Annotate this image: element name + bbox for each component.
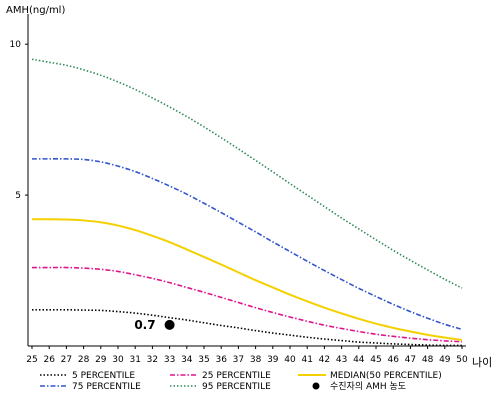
x-tick-label: 30 xyxy=(112,355,124,365)
x-tick-label: 50 xyxy=(456,355,468,365)
legend: 5 PERCENTILE 25 PERCENTILE MEDIAN(50 PERCE… xyxy=(40,371,442,392)
x-tick-label: 43 xyxy=(336,355,347,365)
x-tick-label: 37 xyxy=(233,355,244,365)
x-tick-label: 26 xyxy=(43,355,55,365)
series-line-75-percentile xyxy=(32,158,463,331)
x-tick-label: 36 xyxy=(215,355,227,365)
legend-label: 25 PERCENTILE xyxy=(202,371,271,381)
x-tick-label: 48 xyxy=(422,355,434,365)
x-tick-label: 46 xyxy=(387,355,399,365)
x-tick-label: 39 xyxy=(267,355,279,365)
data-points: 0.7 xyxy=(134,318,175,332)
legend-label: MEDIAN(50 PERCENTILE) xyxy=(330,371,442,381)
y-tick-label: 10 xyxy=(10,40,22,50)
x-tick-label: 34 xyxy=(181,355,193,365)
y-ticks: 5 10 xyxy=(10,40,28,201)
x-tick-label: 44 xyxy=(353,355,365,365)
x-tick-label: 28 xyxy=(78,355,90,365)
x-tick-label: 40 xyxy=(284,355,296,365)
x-tick-label: 29 xyxy=(95,355,107,365)
series-line-25-percentile xyxy=(31,266,463,343)
x-tick-label: 32 xyxy=(147,355,158,365)
legend-label: 5 PERCENTILE xyxy=(72,371,135,381)
x-ticks: 25 26 27 28 29 30 31 32 33 34 35 36 37 38 39 40 41 42 43 44… xyxy=(26,346,468,365)
x-tick-label: 33 xyxy=(164,355,175,365)
series-lines xyxy=(31,58,463,347)
legend-marker xyxy=(312,382,320,390)
legend-label: 95 PERCENTILE xyxy=(202,382,271,392)
x-tick-label: 25 xyxy=(26,355,37,365)
legend-label: 수진자의 AMH 농도 xyxy=(330,381,406,392)
x-tick-label: 35 xyxy=(198,355,209,365)
x-tick-label: 27 xyxy=(61,355,72,365)
x-tick-label: 42 xyxy=(319,355,330,365)
patient-amh-point xyxy=(164,319,175,330)
x-axis-label: 나이 xyxy=(472,356,492,369)
patient-amh-value-label: 0.7 xyxy=(134,318,155,332)
x-tick-label: 45 xyxy=(370,355,381,365)
x-tick-label: 38 xyxy=(250,355,262,365)
legend-label: 75 PERCENTILE xyxy=(72,382,141,392)
x-tick-label: 49 xyxy=(439,355,451,365)
x-tick-label: 41 xyxy=(301,355,312,365)
series-line-median-50-percentile xyxy=(31,218,463,341)
series-line-5-percentile xyxy=(32,308,463,347)
x-tick-label: 31 xyxy=(129,355,140,365)
y-tick-label: 5 xyxy=(15,191,21,201)
series-line-95-percentile xyxy=(31,58,463,289)
y-axis-label: AMH(ng/ml) xyxy=(6,5,65,16)
x-tick-label: 47 xyxy=(405,355,416,365)
